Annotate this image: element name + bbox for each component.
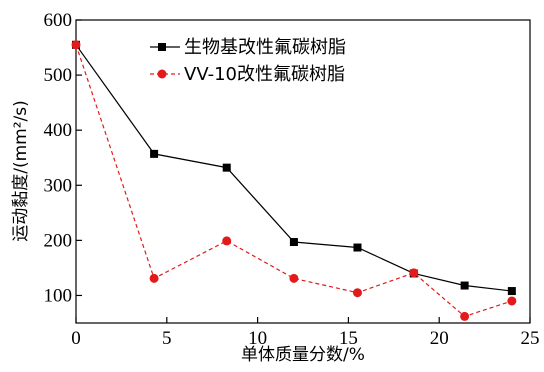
y-tick-label: 400 — [44, 120, 73, 141]
data-point-series-2 — [149, 273, 159, 283]
data-point-series-1 — [460, 281, 469, 290]
x-tick-label: 25 — [521, 328, 540, 349]
x-axis-label: 单体质量分数/% — [241, 345, 365, 365]
x-tick-label: 20 — [430, 328, 449, 349]
plot-frame — [75, 19, 531, 324]
y-tick-label: 600 — [44, 10, 73, 31]
data-point-series-1 — [150, 149, 159, 158]
data-point-series-2 — [507, 296, 517, 306]
data-point-series-1 — [507, 287, 516, 296]
y-tick-label: 100 — [44, 285, 73, 306]
x-tick-label: 0 — [71, 328, 81, 349]
data-point-series-2 — [289, 273, 299, 283]
data-point-series-2 — [222, 236, 232, 246]
legend-label-1: 生物基改性氟碳树脂 — [184, 37, 346, 58]
data-point-series-1 — [353, 243, 362, 252]
x-tick-label: 10 — [248, 328, 267, 349]
data-point-series-2 — [409, 268, 419, 278]
y-axis-label: 运动黏度/(mm²/s) — [11, 100, 31, 242]
legend: 生物基改性氟碳树脂 VV-10改性氟碳树脂 — [150, 37, 346, 85]
data-point-series-2 — [71, 40, 81, 50]
data-point-series-1 — [222, 163, 231, 172]
x-tick-label: 5 — [162, 328, 172, 349]
data-point-series-1 — [289, 238, 298, 247]
data-point-series-2 — [460, 311, 470, 321]
series-line-2 — [75, 44, 512, 318]
ticks-layer: 0 5 10 15 20 25 100 200 300 400 500 600 — [44, 10, 540, 349]
legend-label-2: VV-10改性氟碳树脂 — [184, 64, 345, 85]
y-tick-label: 500 — [44, 65, 73, 86]
series-layer — [71, 40, 517, 321]
y-tick-label: 200 — [44, 230, 73, 251]
legend-marker-2 — [157, 69, 167, 79]
legend-marker-1 — [158, 43, 166, 51]
y-tick-label: 300 — [44, 175, 73, 196]
data-point-series-2 — [352, 288, 362, 298]
x-tick-label: 15 — [339, 328, 358, 349]
series-line-1 — [75, 44, 512, 292]
